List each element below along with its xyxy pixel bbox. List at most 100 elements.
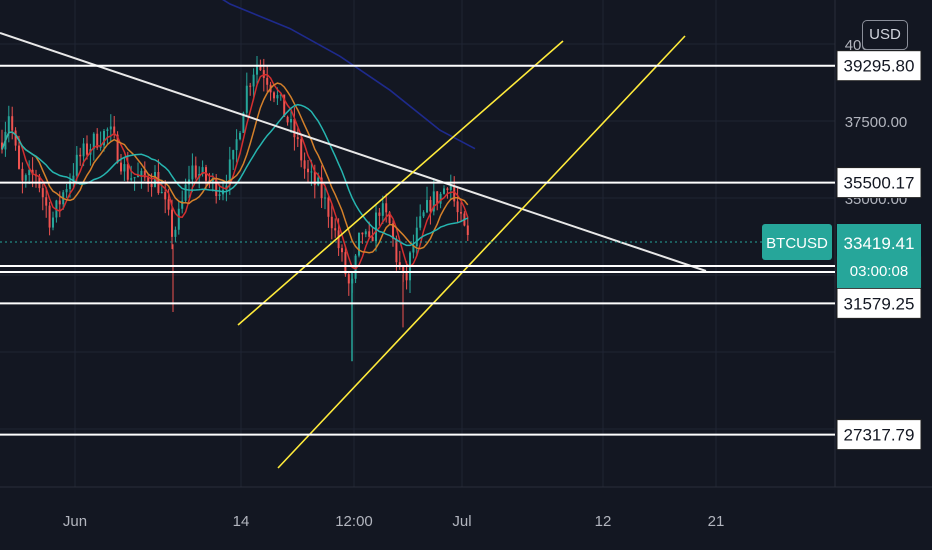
candle-body xyxy=(120,162,122,172)
candle-body xyxy=(443,188,445,194)
level-price-tag xyxy=(836,287,922,319)
candle-body xyxy=(150,184,153,187)
channel-lower-line[interactable] xyxy=(277,35,686,469)
candle-body xyxy=(130,178,133,180)
candle-body xyxy=(279,94,282,96)
candle-body xyxy=(330,216,333,229)
price-tags: 39295.8035500.1732598.2731579.2527317.79… xyxy=(762,50,922,451)
candle-body xyxy=(334,228,337,231)
candle-body xyxy=(286,116,289,123)
time-tick-label: 14 xyxy=(233,513,250,530)
candle-body xyxy=(412,246,415,253)
candle-body xyxy=(456,201,459,213)
candle-body xyxy=(283,94,286,117)
candle-body xyxy=(276,95,279,99)
candle-body xyxy=(41,188,44,198)
candle-body xyxy=(147,177,150,185)
candle-body xyxy=(460,212,462,214)
candle-body xyxy=(235,139,238,151)
candle-body xyxy=(103,130,105,146)
candle-body xyxy=(252,74,255,87)
candle-body xyxy=(446,188,449,190)
candle-body xyxy=(320,177,323,199)
candle-body xyxy=(28,169,31,176)
candle-body xyxy=(181,200,184,209)
candle-body xyxy=(385,203,388,213)
candle-body xyxy=(388,212,391,224)
candle-body xyxy=(174,229,177,237)
candle-body xyxy=(371,236,374,242)
currency-button[interactable]: USD xyxy=(862,20,908,50)
candle-body xyxy=(96,133,99,148)
candle-body xyxy=(45,197,48,206)
level-price-tag xyxy=(836,50,922,82)
candle-body xyxy=(201,167,204,174)
candle-body xyxy=(402,266,405,273)
level-price-tag xyxy=(836,419,922,451)
candle-body xyxy=(266,77,269,85)
candle-body xyxy=(273,92,275,99)
drawings xyxy=(0,32,835,469)
candle-body xyxy=(375,212,377,242)
candle-body xyxy=(358,232,360,256)
candle-body xyxy=(191,165,194,180)
candle-body xyxy=(79,154,82,157)
candle-body xyxy=(432,191,435,212)
last-price-tag xyxy=(837,224,921,288)
candle-body xyxy=(21,168,24,181)
candle-body xyxy=(303,160,306,169)
ma-teal-line xyxy=(1,103,469,247)
candle-body xyxy=(341,248,343,253)
candle-body xyxy=(453,185,456,202)
ma-orange-line xyxy=(1,82,469,254)
candle-body xyxy=(429,200,432,212)
candle-body xyxy=(422,212,425,217)
bar-countdown-label: 03:00:08 xyxy=(850,263,908,280)
candle-body xyxy=(228,159,231,186)
candle-body xyxy=(415,227,418,247)
candle-body xyxy=(31,169,34,175)
candle-body xyxy=(307,168,309,173)
time-tick-label: 12 xyxy=(595,513,612,530)
time-tick-label: Jun xyxy=(63,513,87,530)
candlestick-series xyxy=(1,56,469,362)
candle-body xyxy=(313,171,316,186)
candle-body xyxy=(11,116,14,131)
candle-body xyxy=(154,172,156,187)
candle-body xyxy=(133,177,136,179)
ma-red-line xyxy=(1,73,469,270)
candle-body xyxy=(296,137,299,140)
candle-body xyxy=(1,142,3,150)
candle-body xyxy=(215,178,218,197)
candle-body xyxy=(177,208,180,230)
descending-trendline[interactable] xyxy=(0,32,707,272)
candle-body xyxy=(395,238,398,263)
candle-body xyxy=(245,85,248,113)
time-tick-label: 21 xyxy=(708,513,725,530)
level-price-label: 35500.17 xyxy=(844,174,915,193)
candle-body xyxy=(426,200,428,213)
candle-body xyxy=(337,230,340,249)
candle-body xyxy=(92,133,95,150)
candle-body xyxy=(290,119,292,123)
candle-body xyxy=(52,217,54,228)
candle-body xyxy=(194,165,197,178)
chart-grid xyxy=(0,0,932,488)
candle-body xyxy=(65,189,68,193)
candle-body xyxy=(239,132,241,140)
candle-body xyxy=(368,231,371,237)
candle-body xyxy=(242,112,245,133)
candle-body xyxy=(167,199,170,210)
candle-body xyxy=(7,116,10,132)
candle-body xyxy=(317,177,320,186)
candle-body xyxy=(327,197,330,217)
candle-body xyxy=(160,192,163,194)
candle-body xyxy=(293,119,296,138)
candle-body xyxy=(137,175,139,178)
candle-body xyxy=(354,255,357,279)
time-axis[interactable]: Jun 14 12:00 Jul 12 21 xyxy=(63,513,724,530)
candle-body xyxy=(126,164,129,180)
symbol-badge[interactable] xyxy=(762,224,832,260)
candle-body xyxy=(18,145,20,169)
